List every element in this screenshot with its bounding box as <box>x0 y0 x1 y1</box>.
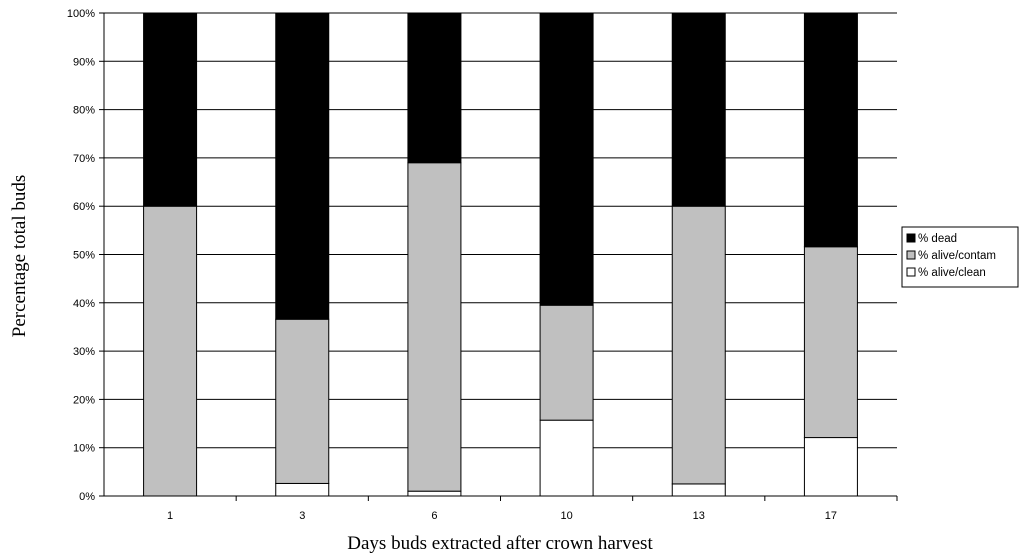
x-tick-label: 6 <box>431 510 437 522</box>
x-axis-title: Days buds extracted after crown harvest <box>347 533 653 554</box>
y-tick-label: 90% <box>73 56 95 68</box>
legend-swatch <box>907 251 915 259</box>
legend-swatch <box>907 234 915 242</box>
bar-segment <box>276 319 329 483</box>
legend-label: % alive/contam <box>918 250 996 262</box>
bar-segment <box>540 420 593 496</box>
bar-segment <box>672 13 725 206</box>
x-tick-label: 10 <box>560 510 572 522</box>
bar-segment <box>276 13 329 319</box>
bar-segment <box>408 163 461 491</box>
y-tick-label: 30% <box>73 346 95 358</box>
y-tick-label: 40% <box>73 298 95 310</box>
bar-segment <box>408 491 461 496</box>
bar-segment <box>408 13 461 163</box>
y-tick-label: 20% <box>73 394 95 406</box>
x-tick-label: 1 <box>167 510 173 522</box>
y-tick-label: 0% <box>79 491 95 503</box>
legend: % dead % alive/contam % alive/clean <box>902 227 1018 287</box>
legend-label: % dead <box>918 233 957 245</box>
bar-segment <box>144 206 197 496</box>
y-tick-label: 80% <box>73 105 95 117</box>
y-tick-label: 100% <box>67 8 95 20</box>
x-tick-labels: 1 3 6 10 13 17 <box>167 510 837 522</box>
y-tick-label: 60% <box>73 201 95 213</box>
legend-label: % alive/clean <box>918 267 986 279</box>
bar-segment <box>540 13 593 305</box>
bar-segment <box>276 483 329 496</box>
grid-lines <box>104 13 897 448</box>
x-tick-label: 17 <box>825 510 837 522</box>
y-axis-title: Percentage total buds <box>9 175 30 338</box>
bar-segment <box>672 206 725 484</box>
y-tick-label: 50% <box>73 250 95 262</box>
bar-segment <box>540 305 593 420</box>
x-tick-label: 3 <box>299 510 305 522</box>
bar-segment <box>804 247 857 438</box>
bar-segment <box>672 484 725 496</box>
bar-segment <box>144 13 197 206</box>
x-tick-label: 13 <box>693 510 705 522</box>
axes <box>99 13 897 501</box>
bar-segment <box>804 13 857 247</box>
y-tick-label: 10% <box>73 443 95 455</box>
bar-segment <box>804 438 857 496</box>
y-tick-label: 70% <box>73 153 95 165</box>
y-tick-labels: 0% 10% 20% 30% 40% 50% 60% 70% 80% 90% 100% <box>67 8 95 503</box>
legend-swatch <box>907 268 915 276</box>
